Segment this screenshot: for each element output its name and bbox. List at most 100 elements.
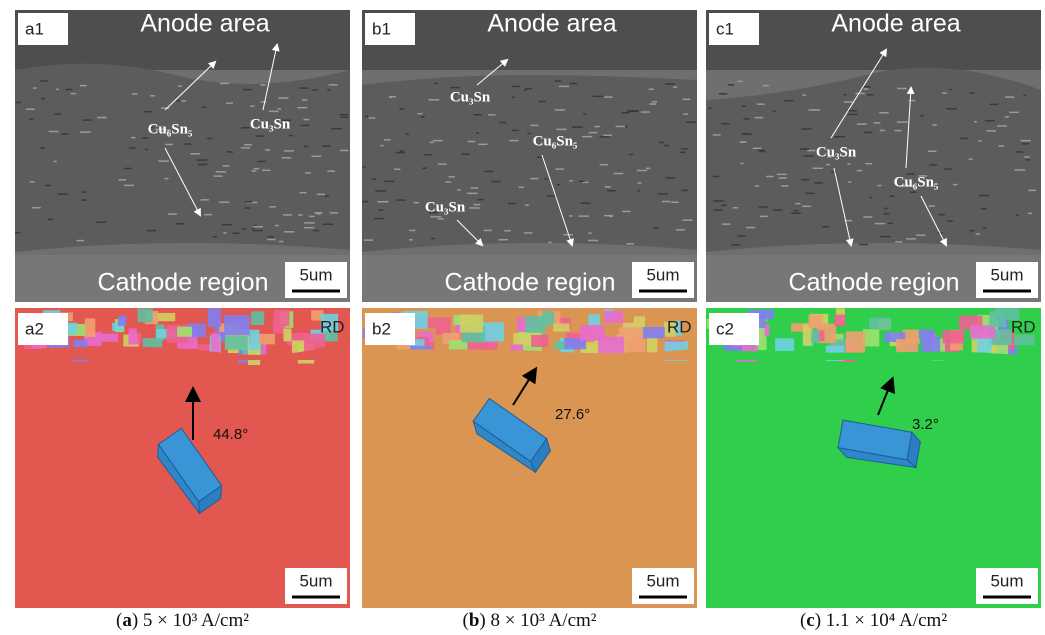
texture: [267, 239, 276, 241]
texture: [779, 177, 787, 179]
texture: [362, 201, 368, 203]
rd-label: RD: [1011, 317, 1036, 336]
texture: [763, 85, 769, 87]
texture: [124, 168, 132, 170]
texture: [330, 212, 338, 214]
texture: [609, 216, 613, 218]
texture: [970, 92, 975, 94]
texture: [29, 118, 34, 120]
texture: [461, 153, 470, 155]
texture: [742, 133, 752, 135]
texture: [303, 119, 309, 121]
texture: [508, 203, 516, 205]
texture: [254, 168, 260, 170]
texture: [600, 136, 610, 138]
texture: [329, 84, 338, 86]
texture: [555, 109, 565, 111]
texture: [801, 179, 809, 181]
texture: [743, 118, 749, 120]
texture: [216, 171, 227, 173]
texture: [622, 112, 630, 114]
texture: [848, 181, 851, 183]
texture: [96, 221, 106, 223]
texture: [1005, 96, 1014, 98]
texture: [374, 218, 384, 220]
texture: [626, 243, 634, 245]
texture: [213, 236, 218, 238]
texture: [438, 218, 444, 220]
cathode-label: Cathode region: [98, 269, 269, 297]
texture: [722, 223, 731, 225]
texture: [340, 114, 348, 116]
texture: [1024, 156, 1029, 158]
imc-layer: [362, 75, 697, 252]
texture: [283, 214, 292, 216]
grain: [775, 338, 794, 351]
texture: [131, 137, 136, 139]
caption-part: a: [122, 610, 132, 631]
texture: [158, 160, 169, 162]
texture: [83, 119, 92, 121]
texture: [976, 233, 980, 235]
texture: [45, 185, 51, 187]
texture: [309, 216, 315, 218]
grain: [846, 331, 865, 352]
texture: [1005, 116, 1009, 118]
texture: [245, 207, 250, 209]
texture: [742, 106, 746, 108]
texture: [509, 140, 518, 142]
texture: [314, 212, 322, 214]
texture: [844, 101, 853, 103]
texture: [375, 190, 386, 192]
texture: [378, 201, 389, 203]
texture: [572, 126, 583, 128]
texture: [857, 123, 867, 125]
texture: [477, 199, 484, 201]
texture: [728, 84, 734, 86]
texture: [305, 172, 311, 174]
texture: [177, 100, 181, 102]
texture: [906, 238, 916, 240]
phase-label: Cu₃Sn: [425, 199, 466, 215]
texture: [857, 170, 862, 172]
texture: [627, 111, 638, 113]
texture: [331, 128, 342, 130]
texture: [282, 157, 291, 159]
texture: [311, 156, 321, 158]
grain: [919, 329, 934, 338]
texture: [583, 113, 586, 115]
texture: [910, 191, 916, 193]
texture: [190, 153, 200, 155]
texture: [26, 108, 35, 110]
texture: [731, 244, 740, 246]
texture: [226, 151, 233, 153]
texture: [569, 215, 573, 217]
grain: [604, 311, 623, 323]
texture: [804, 155, 814, 157]
texture: [41, 98, 45, 100]
texture: [132, 93, 138, 95]
texture: [261, 101, 267, 103]
texture: [399, 108, 404, 110]
texture: [242, 228, 246, 230]
caption: (a) 5 × 10³ A/cm²: [116, 610, 249, 631]
texture: [806, 193, 815, 195]
texture: [61, 133, 68, 135]
texture: [947, 220, 953, 222]
grain: [224, 315, 249, 335]
texture: [243, 89, 251, 91]
texture: [262, 170, 270, 172]
texture: [473, 114, 481, 116]
texture: [773, 110, 776, 112]
grain: [531, 335, 548, 347]
texture: [755, 185, 759, 187]
texture: [165, 144, 172, 146]
texture: [433, 140, 443, 142]
texture: [895, 241, 902, 243]
texture: [469, 207, 480, 209]
texture: [365, 116, 368, 118]
texture: [269, 206, 275, 208]
phase-label: Cu₆Sn₅: [533, 133, 578, 149]
angle-label: 44.8°: [213, 426, 248, 443]
texture: [275, 225, 279, 227]
